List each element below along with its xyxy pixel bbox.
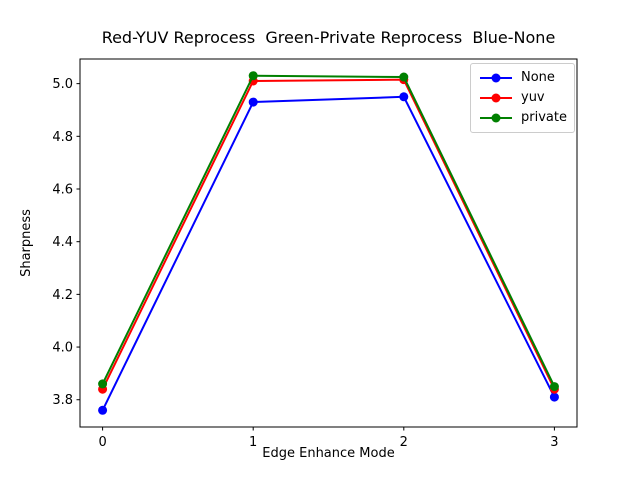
y-tick-label: 3.8 [52,393,73,408]
data-point-private [549,382,559,392]
x-tick-label: 2 [400,435,408,450]
data-point-none [98,405,108,415]
legend-marker-none [480,73,512,83]
x-tick-label: 0 [98,435,106,450]
x-axis-label: Edge Enhance Mode [262,446,395,461]
y-tick-label: 5.0 [52,77,73,92]
y-axis-label: Sharpness [19,209,34,277]
legend-item-yuv: yuv [479,88,568,108]
y-tick-label: 4.4 [52,235,73,250]
legend-label: yuv [521,90,545,105]
series-line-yuv [101,78,556,390]
x-tick-label: 1 [249,435,257,450]
y-tick-label: 4.6 [52,182,73,197]
data-point-none [399,92,409,102]
y-tick-label: 4.0 [52,341,73,356]
legend-item-none: None [479,68,568,88]
legend-marker-private [480,113,512,123]
data-point-private [248,71,258,81]
legend-item-private: private [479,108,568,128]
data-point-private [98,379,108,389]
data-point-private [399,72,409,82]
x-tick-label: 3 [550,435,558,450]
y-tick-label: 4.8 [52,130,73,145]
legend-marker-yuv [480,93,512,103]
chart-title: Red-YUV Reprocess Green-Private Reproces… [101,28,556,47]
data-point-none [549,392,559,402]
legend-label: None [521,70,555,85]
legend-label: private [521,110,567,125]
series-line-none [101,95,556,411]
series-line-private [101,74,556,388]
y-tick-label: 4.2 [52,288,73,303]
legend: None yuv private [470,63,575,133]
data-point-none [248,97,258,107]
